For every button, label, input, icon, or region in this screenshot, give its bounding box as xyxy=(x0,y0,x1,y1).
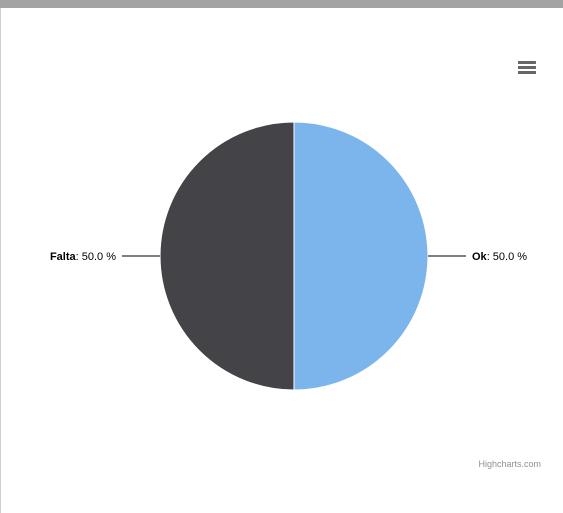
data-label-name: Ok xyxy=(472,251,488,263)
pie-chart: Ok: 50.0 %Falta: 50.0 % Highcharts.com xyxy=(50,59,541,469)
data-label-value: : 50.0 % xyxy=(487,251,528,263)
pie-slice-falta[interactable] xyxy=(159,121,295,391)
chart-container: Ok: 50.0 % Falta: 50.0 % Highcharts.com xyxy=(1,8,563,513)
hamburger-menu-icon[interactable] xyxy=(517,59,537,75)
credits-link[interactable]: Highcharts.com xyxy=(478,459,541,469)
top-bar xyxy=(0,0,563,8)
data-label-falta: Falta: 50.0 % xyxy=(50,251,116,263)
data-labels: Ok: 50.0 %Falta: 50.0 % xyxy=(50,251,527,263)
data-label-ok: Ok: 50.0 % xyxy=(472,251,527,263)
data-label-value: : 50.0 % xyxy=(76,251,117,263)
pie-slices xyxy=(159,121,429,391)
pie-slice-ok[interactable] xyxy=(293,121,429,391)
left-border xyxy=(0,8,1,513)
data-label-name: Falta xyxy=(50,251,77,263)
